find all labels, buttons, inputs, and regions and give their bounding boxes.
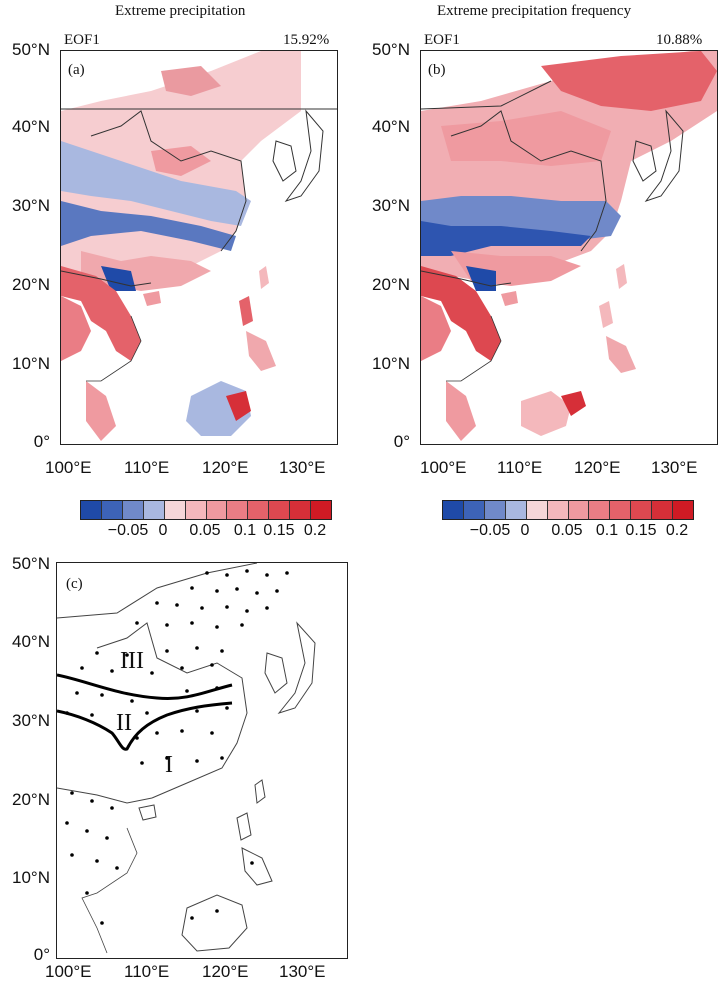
colorbar-cell xyxy=(505,501,527,519)
panel-a-title: Extreme precipitation xyxy=(115,3,246,19)
colorbar-cell xyxy=(631,501,653,519)
panel-c-lat-label: 20°N xyxy=(12,790,50,809)
colorbar-cell xyxy=(311,501,332,519)
panel-a-eof-label: EOF1 xyxy=(64,32,100,48)
colorbar-cell xyxy=(81,501,102,519)
panel-a-lon-label: 120°E xyxy=(202,458,249,477)
panel-c-lat-label: 30°N xyxy=(12,711,50,730)
colorbar-b-label: 0.15 xyxy=(625,522,657,539)
colorbar-b-label: 0 xyxy=(520,522,530,539)
colorbar-a-label: 0.15 xyxy=(263,522,295,539)
region-II-label: II xyxy=(116,710,132,736)
colorbar-cell xyxy=(227,501,249,519)
panel-a-lat-label: 20°N xyxy=(12,275,50,294)
panel-a-lat-label: 40°N xyxy=(12,117,50,136)
panel-b-lat-label: 50°N xyxy=(372,40,410,59)
panel-c-lat-label: 0° xyxy=(33,945,50,964)
panel-b-lat-label: 20°N xyxy=(372,275,410,294)
panel-a-lon-label: 130°E xyxy=(279,458,326,477)
colorbar-a-label: 0 xyxy=(158,522,168,539)
panel-b-title: Extreme precipitation frequency xyxy=(437,3,632,19)
colorbar-cell xyxy=(206,501,228,519)
panel-c-lon-label: 110°E xyxy=(124,962,170,981)
colorbar-cell xyxy=(269,501,291,519)
panel-a-lat-label: 50°N xyxy=(12,40,50,59)
region-I-label: I xyxy=(165,752,173,778)
colorbar-a-label: 0.2 xyxy=(303,522,327,539)
panel-b-lon-label: 130°E xyxy=(651,458,698,477)
colorbar-a-label: 0.05 xyxy=(189,522,221,539)
panel-a-lon-label: 100°E xyxy=(45,458,92,477)
panel-b-eof-label: EOF1 xyxy=(424,32,460,48)
panel-c-tag: (c) xyxy=(66,576,83,592)
colorbar-b-label: 0.2 xyxy=(665,522,689,539)
colorbar-cell xyxy=(248,501,270,519)
colorbar-b-label: 0.1 xyxy=(595,522,619,539)
panel-c-lon-label: 100°E xyxy=(45,962,92,981)
colorbar-cell xyxy=(443,501,464,519)
panel-b-lat-label: 10°N xyxy=(372,354,410,373)
colorbar-cell xyxy=(484,501,506,519)
colorbar-cell xyxy=(463,501,485,519)
colorbar-a-label: 0.1 xyxy=(233,522,257,539)
panel-c-map-svg xyxy=(57,563,316,954)
colorbar-cell xyxy=(652,501,674,519)
panel-a-map xyxy=(60,50,338,445)
panel-a-lat-label: 10°N xyxy=(12,354,50,373)
panel-c-lon-label: 130°E xyxy=(279,962,326,981)
colorbar-cell xyxy=(568,501,590,519)
colorbar-cell xyxy=(610,501,632,519)
colorbar-cell xyxy=(290,501,312,519)
colorbar-a-label: −0.05 xyxy=(107,522,149,539)
panel-a-lat-label: 30°N xyxy=(12,196,50,215)
colorbar-b-swatches xyxy=(442,500,694,520)
colorbar-b-label: 0.05 xyxy=(551,522,583,539)
colorbar-cell xyxy=(185,501,207,519)
colorbar-cell xyxy=(122,501,144,519)
panel-a-tag: (a) xyxy=(68,62,85,78)
region-III-label: III xyxy=(120,648,144,674)
colorbar-cell xyxy=(101,501,123,519)
panel-b-map-svg xyxy=(421,51,717,441)
panel-b-tag: (b) xyxy=(428,62,446,78)
panel-a-percent: 15.92% xyxy=(283,32,330,48)
colorbar-cell xyxy=(589,501,611,519)
panel-b-lon-label: 110°E xyxy=(497,458,543,477)
panel-c-lon-label: 120°E xyxy=(202,962,249,981)
panel-b-lon-label: 100°E xyxy=(420,458,467,477)
panel-b-lat-label: 0° xyxy=(393,432,410,451)
colorbar-cell xyxy=(143,501,165,519)
colorbar-cell xyxy=(164,501,186,519)
panel-c-lat-label: 40°N xyxy=(12,632,50,651)
colorbar-a-swatches xyxy=(80,500,332,520)
panel-b-percent: 10.88% xyxy=(656,32,703,48)
panel-c-lat-label: 50°N xyxy=(12,554,50,573)
panel-c-lat-label: 10°N xyxy=(12,868,50,887)
colorbar-cell xyxy=(673,501,694,519)
panel-a-lon-label: 110°E xyxy=(124,458,170,477)
colorbar-cell xyxy=(526,501,548,519)
colorbar-cell xyxy=(547,501,569,519)
panel-b-map xyxy=(420,50,718,445)
panel-b-lon-label: 120°E xyxy=(574,458,621,477)
panel-a-map-svg xyxy=(61,51,337,441)
panel-a-lat-label: 0° xyxy=(33,432,50,451)
colorbar-b-label: −0.05 xyxy=(469,522,511,539)
panel-b-lat-label: 40°N xyxy=(372,117,410,136)
panel-c-map xyxy=(56,562,348,959)
panel-b-lat-label: 30°N xyxy=(372,196,410,215)
